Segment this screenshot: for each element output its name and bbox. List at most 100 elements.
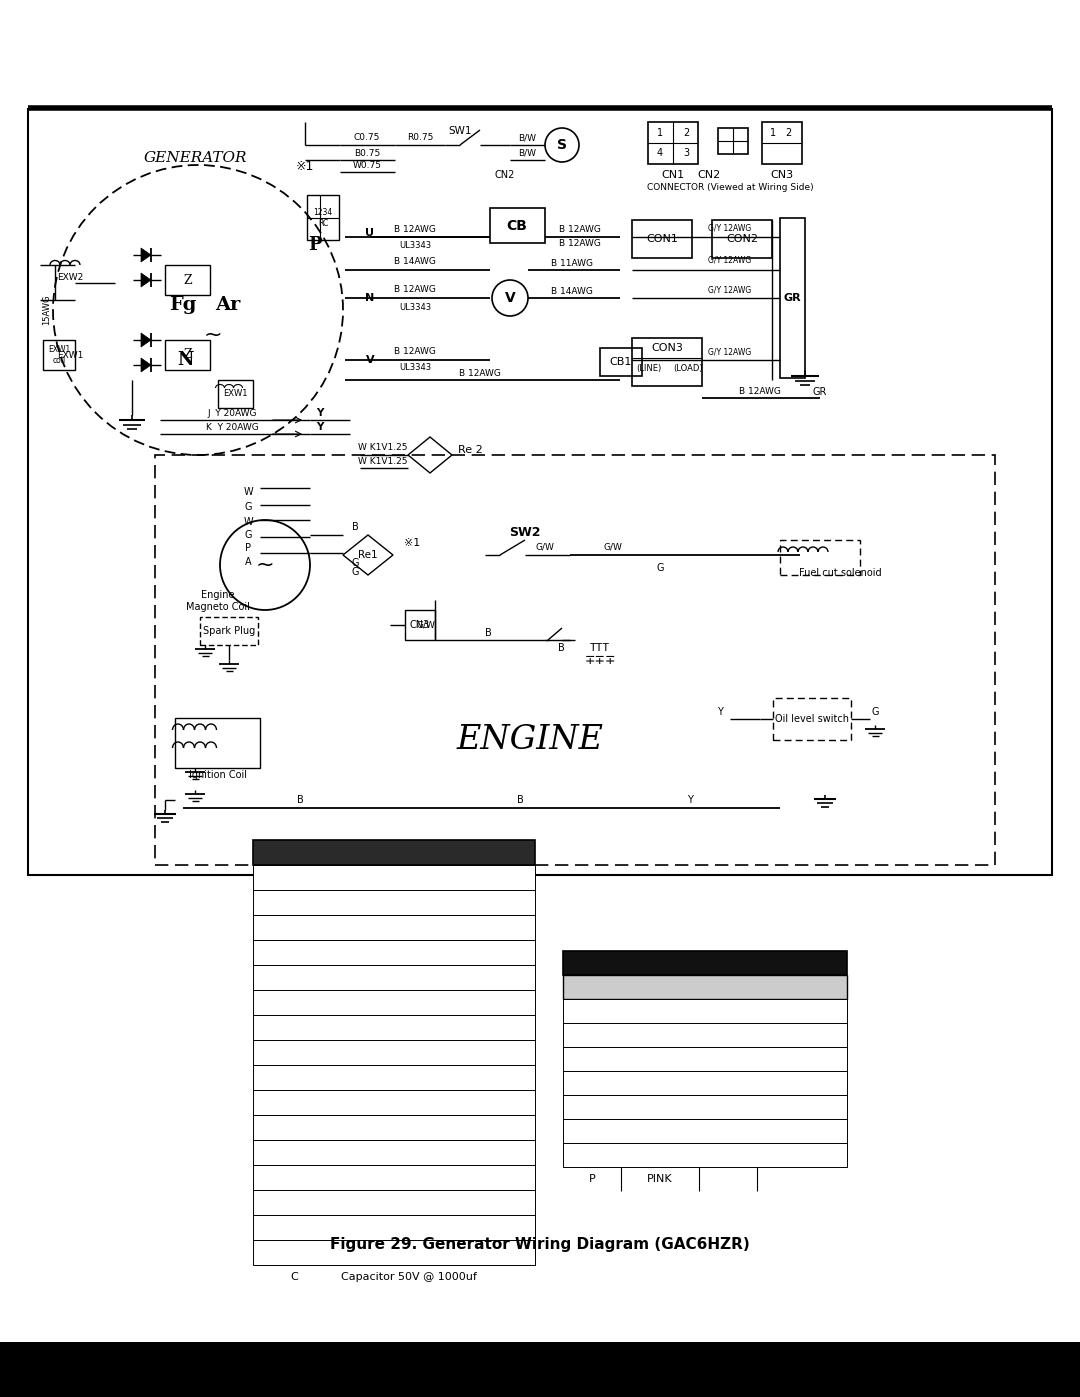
Bar [165, 339, 210, 370]
Text: R0.75: R0.75 [407, 134, 433, 142]
Text: Z: Z [184, 348, 192, 362]
Text: Color: Color [785, 1006, 819, 1016]
Text: B: B [516, 795, 524, 805]
Bar [43, 339, 75, 370]
Text: Engine
Magneto Coil: Engine Magneto Coil [186, 590, 249, 612]
Text: 1: 1 [770, 129, 777, 138]
Text: Z: Z [184, 274, 192, 286]
Bar [253, 915, 535, 940]
Text: U: U [365, 228, 375, 237]
Text: ~: ~ [204, 326, 222, 345]
Bar [563, 1143, 847, 1166]
Text: EXW1: EXW1 [222, 390, 247, 398]
Text: GENERATOR: GENERATOR [144, 151, 246, 165]
Bar [253, 1115, 535, 1140]
Text: Y: Y [316, 422, 324, 432]
Text: W0.75: W0.75 [352, 161, 381, 169]
Text: B 12AWG: B 12AWG [394, 225, 436, 233]
Text: W K1V1.25: W K1V1.25 [359, 457, 408, 465]
Text: Y: Y [687, 795, 693, 805]
Text: CON2: CON2 [278, 1048, 310, 1058]
Text: B/W: B/W [518, 134, 536, 142]
Text: Ar: Ar [288, 897, 300, 908]
Text: TTT: TTT [590, 643, 610, 652]
Text: Idle Control Solenoid: Idle Control Solenoid [341, 1222, 457, 1232]
Text: W: W [243, 517, 253, 527]
Text: ※1: ※1 [296, 161, 314, 173]
Text: PINK: PINK [647, 1173, 673, 1185]
Text: Ar: Ar [215, 296, 241, 314]
Text: BLACK: BLACK [642, 1030, 678, 1039]
Text: B 14AWG: B 14AWG [394, 257, 436, 267]
Text: V: V [366, 355, 375, 365]
Text: G: G [244, 529, 252, 541]
Bar [253, 990, 535, 1016]
Text: LB: LB [721, 1102, 734, 1112]
Text: 4: 4 [657, 148, 663, 158]
Text: 15AWG: 15AWG [42, 295, 52, 326]
Text: A: A [245, 557, 252, 567]
Text: Re1~2: Re1~2 [275, 997, 313, 1007]
Bar [253, 1215, 535, 1241]
Text: G/W: G/W [604, 542, 622, 552]
Bar [0, 0, 1080, 108]
Text: J  Y 20AWG: J Y 20AWG [207, 408, 257, 418]
Text: Fuel cut solenoid: Fuel cut solenoid [799, 569, 881, 578]
Bar [253, 1090, 535, 1115]
Bar [175, 718, 260, 768]
Text: V: V [589, 1150, 596, 1160]
Text: 1234
RC: 1234 RC [313, 208, 333, 228]
Text: GR: GR [783, 293, 800, 303]
Text: UPM-2 20A: UPM-2 20A [341, 1098, 402, 1108]
Text: G: G [244, 502, 252, 511]
Text: AC Voltmeter (120/240): AC Voltmeter (120/240) [341, 972, 473, 982]
Text: R: R [724, 1030, 732, 1039]
Bar [253, 840, 535, 865]
Bar [563, 951, 847, 975]
Text: SW2: SW2 [510, 527, 541, 539]
Polygon shape [141, 249, 151, 263]
Text: G: G [351, 567, 359, 577]
Text: ENGINE: ENGINE [457, 724, 604, 756]
Text: Spark Plug: Spark Plug [203, 626, 255, 636]
Bar [253, 1190, 535, 1215]
Text: SYMBOL: SYMBOL [268, 873, 320, 883]
Text: CB1: CB1 [610, 358, 632, 367]
Text: B 12AWG: B 12AWG [739, 387, 781, 395]
Text: 2: 2 [785, 129, 792, 138]
Text: CB: CB [507, 219, 527, 233]
Bar [773, 698, 851, 740]
Text: B 12AWG: B 12AWG [559, 225, 600, 235]
Text: CONNECTOR (Viewed at Wiring Side): CONNECTOR (Viewed at Wiring Side) [647, 183, 813, 191]
Text: B 12AWG: B 12AWG [394, 348, 436, 356]
Text: GRAY: GRAY [646, 1126, 675, 1136]
Text: Symbol: Symbol [569, 1006, 615, 1016]
Text: EXW1
coil: EXW1 coil [48, 345, 70, 365]
Text: LIGHT GREEN: LIGHT GREEN [765, 1126, 840, 1136]
Text: N: N [365, 293, 375, 303]
Bar [253, 1065, 535, 1090]
Text: LG: LG [720, 1126, 735, 1136]
Bar [563, 1071, 847, 1095]
Text: V: V [504, 291, 515, 305]
Text: Excitation Winding: Excitation Winding [341, 947, 445, 957]
Text: GAC6HZR 60 HZ GENERATOR • OPERATION AND PARTS MANUAL — REV. #1 (03/31/10) — PAGE: GAC6HZR 60 HZ GENERATOR • OPERATION AND … [179, 1363, 901, 1376]
Text: G: G [588, 1102, 596, 1112]
Bar [563, 1119, 847, 1143]
Text: GREEN: GREEN [640, 1102, 679, 1112]
Bar [253, 940, 535, 965]
Text: EXW1~2: EXW1~2 [270, 947, 319, 957]
Text: O: O [724, 1150, 732, 1160]
Text: Receptacle 5-15R: Receptacle 5-15R [341, 1073, 438, 1083]
Bar [253, 865, 535, 890]
Bar [563, 999, 847, 1023]
Text: W K1V1.25: W K1V1.25 [359, 443, 408, 453]
Text: G: G [872, 707, 879, 717]
Text: S: S [291, 1222, 298, 1232]
Text: 1: 1 [657, 129, 663, 138]
Text: P: P [589, 1173, 595, 1185]
Text: B0.75: B0.75 [354, 148, 380, 158]
Text: RED: RED [791, 1030, 813, 1039]
Text: GR: GR [584, 1126, 600, 1136]
Bar [0, 1343, 1080, 1397]
